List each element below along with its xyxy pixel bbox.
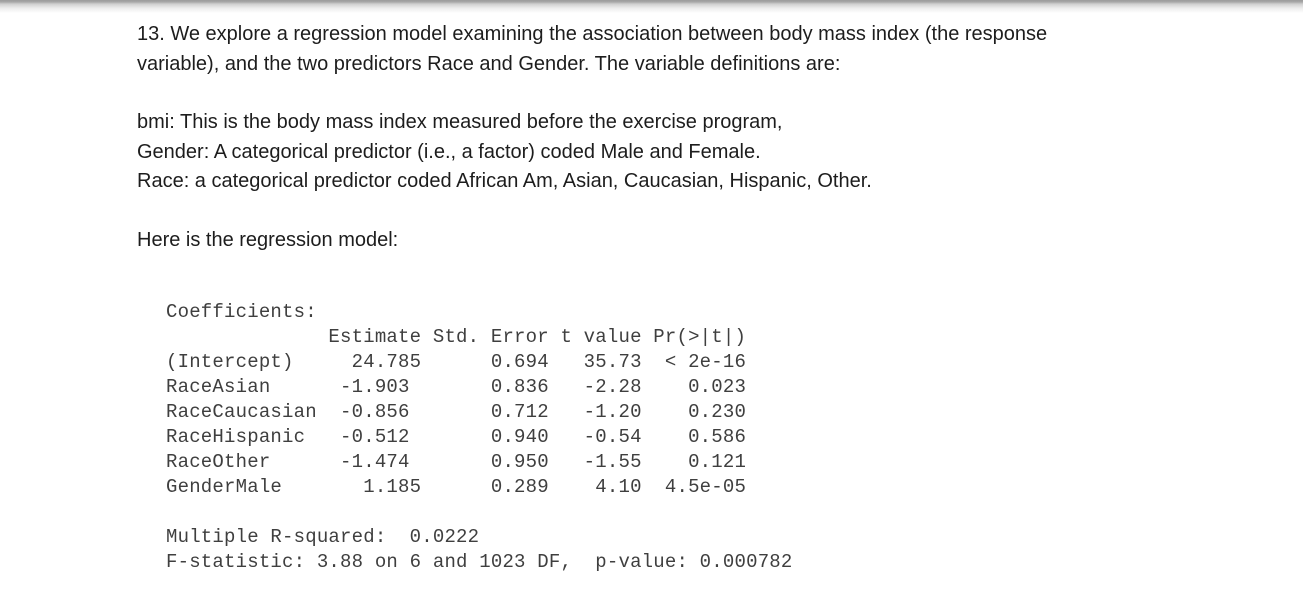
question-intro-line-1: 13. We explore a regression model examin… (137, 23, 1048, 45)
model-intro: Here is the regression model: (137, 226, 398, 256)
page-top-edge (0, 0, 1303, 14)
question-intro-line-2: variable), and the two predictors Race a… (137, 52, 841, 75)
definition-race: Race: a categorical predictor coded Afri… (137, 170, 872, 192)
question-intro: 13. We explore a regression model examin… (137, 20, 1047, 79)
variable-definitions: bmi: This is the body mass index measure… (137, 108, 872, 197)
model-intro-line: Here is the regression model: (137, 229, 399, 251)
regression-output: Coefficients: Estimate Std. Error t valu… (166, 301, 793, 573)
definition-gender: Gender: A categorical predictor (i.e., a… (137, 140, 761, 163)
definition-bmi: bmi: This is the body mass index measure… (137, 111, 783, 133)
